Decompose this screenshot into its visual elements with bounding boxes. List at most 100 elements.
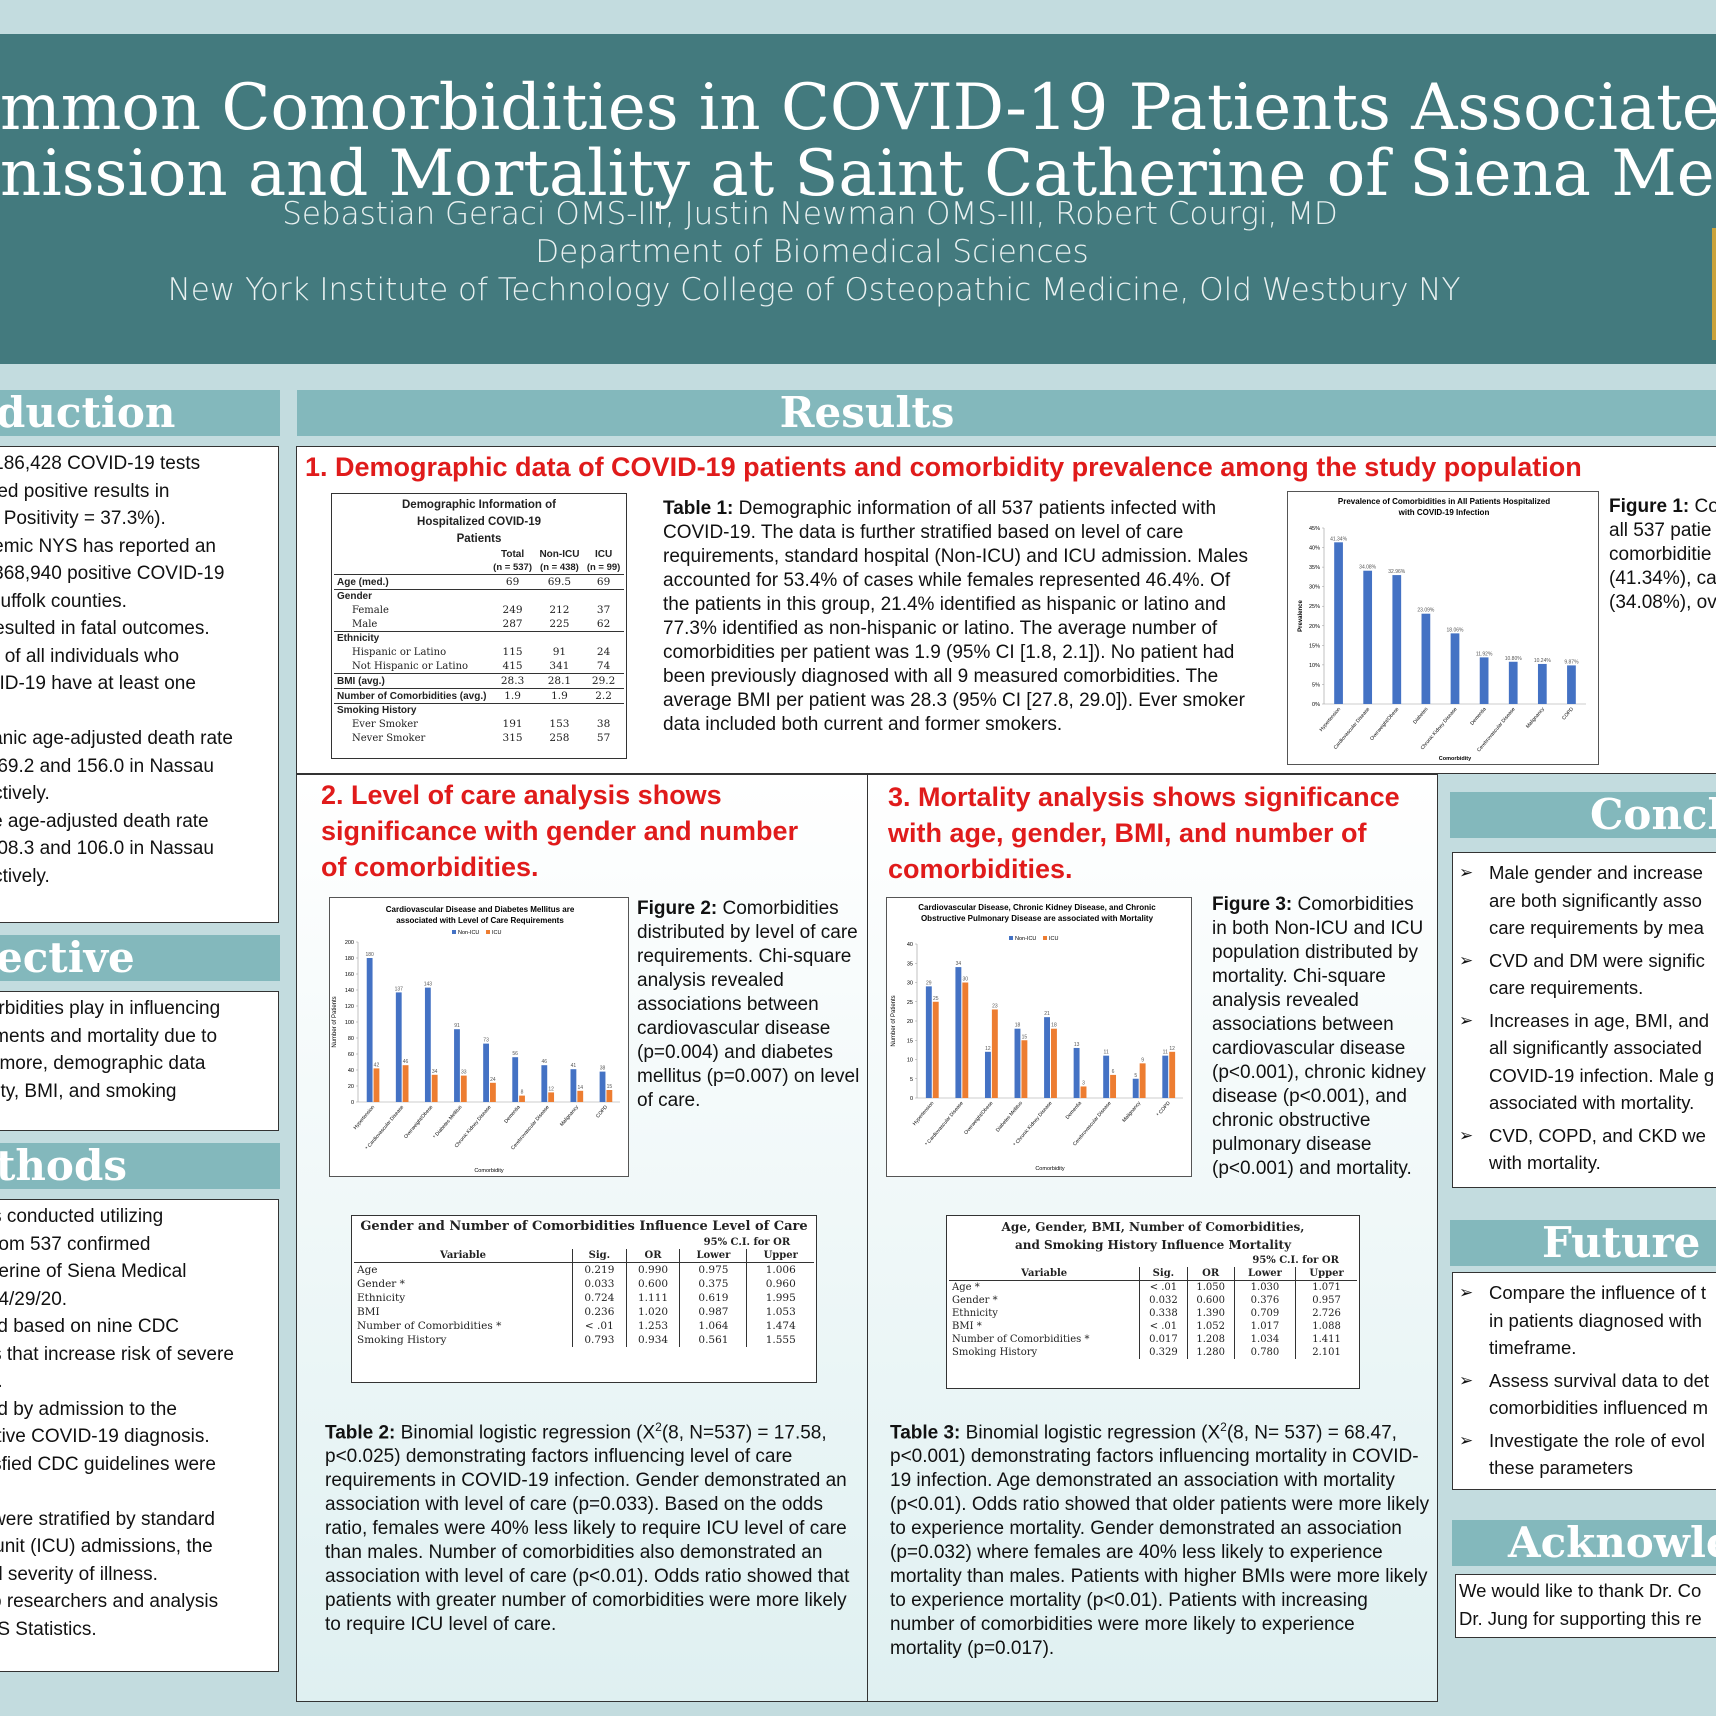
table-cell: 1.017: [1233, 1320, 1296, 1333]
text-line: 7% of all individuals who: [0, 645, 180, 667]
y-tick-label: 25: [907, 1000, 913, 1006]
table-2-caption-a: Binomial logistic regression (X: [400, 1422, 656, 1444]
x-axis-label: Comorbidity: [1035, 1166, 1065, 1172]
data-label: 12: [1169, 1046, 1175, 1052]
figure-3-chart: Cardiovascular Disease, Chronic Kidney D…: [891, 903, 1183, 1172]
table-3-title-1: Age, Gender, BMI, Number of Comorbiditie…: [1001, 1220, 1305, 1234]
text-line: OVID-19 have at least one: [0, 673, 196, 694]
text-line: nd 4/29/20.: [0, 1288, 68, 1310]
bullet-line: Assess survival data to det: [1489, 1369, 1710, 1391]
bar: [1139, 1063, 1146, 1098]
y-tick-label: 5: [910, 1077, 913, 1083]
table-1-row: Smoking History: [334, 703, 624, 718]
text-line: atisfied CDC guidelines were: [0, 1453, 216, 1475]
table-1-row-label: Not Hispanic or Latino: [352, 660, 469, 672]
x-tick-label: COPD: [595, 1104, 609, 1119]
table-1-cell: [536, 704, 583, 718]
bar: [454, 1029, 460, 1102]
figure-1-caption-line: (41.34%), ca: [1609, 568, 1716, 589]
data-label: 6: [1112, 1069, 1115, 1075]
figure-3-caption-text: Comorbidities in both Non-ICU and ICU po…: [1212, 894, 1426, 1179]
y-tick-label: 15: [907, 1038, 913, 1044]
table-row: Gender * 0.033 0.600 0.375 0.960: [354, 1277, 814, 1291]
y-tick-label: 45%: [1309, 526, 1320, 532]
bar: [1567, 665, 1576, 704]
figure-2-caption: Figure 2: Comorbidities distributed by l…: [637, 897, 863, 1113]
column-header: Lower: [1233, 1267, 1296, 1281]
text-line: ndemic NYS has reported an: [0, 535, 216, 557]
table-cell: 0.561: [679, 1333, 747, 1347]
figure-1-chart: Prevalence of Comorbidities in All Patie…: [1298, 497, 1586, 762]
y-tick-label: 180: [345, 956, 354, 962]
bullet-line: comorbidities influenced m: [1489, 1397, 1709, 1418]
y-tick-label: 5%: [1312, 682, 1320, 688]
table-1-cell: [536, 632, 583, 646]
bar: [541, 1065, 548, 1102]
y-tick-label: 25%: [1309, 604, 1320, 610]
data-label: 29: [926, 980, 932, 986]
table-cell: 0.219: [572, 1262, 627, 1277]
text-line: d Suffolk counties.: [0, 590, 127, 612]
objective-box: morbidities play in influencing irements …: [0, 991, 279, 1131]
figure-1-caption-line: comorbiditie: [1609, 544, 1712, 565]
table-3-grid: 95% C.I. for OR Variable Sig. OR Lower Upper A…: [949, 1254, 1357, 1359]
table-3-caption: Table 3: Binomial logistic regression (X…: [890, 1415, 1430, 1661]
bullet-line: Investigate the role of evol: [1489, 1429, 1705, 1451]
table-3-caption-b: (8, N= 537) = 68.47, p<0.001) demonstrat…: [890, 1422, 1430, 1660]
table-cell: Age *: [952, 1282, 980, 1293]
figure-1-caption-line: all 537 patie: [1609, 520, 1712, 541]
column-header: OR: [625, 1249, 680, 1263]
table-1-row: Never Smoker 315 258 57: [334, 731, 624, 745]
table-cell: BMI *: [952, 1321, 982, 1332]
table-1-row: Female 249 212 37: [334, 603, 624, 617]
bar: [1132, 1078, 1139, 1098]
table-cell: 0.987: [679, 1305, 747, 1319]
text-line: ts were stratified by standard: [0, 1508, 215, 1530]
text-line: atherine of Siena Medical: [0, 1261, 187, 1282]
bar: [1537, 663, 1547, 704]
bullet-line: CVD and DM were signific: [1489, 949, 1705, 971]
text-line: two researchers and analysis: [0, 1591, 219, 1612]
table-2-caption: Table 2: Binomial logistic regression (X…: [325, 1415, 855, 1637]
acknowledgements-text: We would like to thank Dr. Co Dr. Jung fo…: [1459, 1577, 1716, 1632]
objective-title: ective: [0, 935, 135, 981]
bar: [483, 1043, 489, 1102]
table-cell: 0.975: [679, 1262, 747, 1277]
y-tick-label: 35%: [1309, 565, 1320, 571]
y-tick-label: 120: [345, 1004, 354, 1010]
text-line: pectively.: [0, 783, 50, 804]
y-tick-label: 30%: [1309, 585, 1320, 591]
x-tick-label: Dementia: [1469, 706, 1487, 726]
bar: [962, 982, 969, 1098]
results-header: Results: [297, 390, 1716, 436]
text-line: s 108.3 and 106.0 in Nassau: [0, 838, 214, 859]
data-label: 30: [963, 977, 969, 983]
data-label: 91: [454, 1023, 460, 1029]
table-1-row: BMI (avg.) 28.3 28.1 29.2: [334, 673, 624, 689]
table-cell: 0.709: [1233, 1307, 1296, 1320]
table-cell: < .01: [572, 1319, 627, 1333]
table-1-cell: 2.2: [595, 690, 612, 702]
institution: New York Institute of Technology College…: [167, 272, 1461, 308]
table-1-cell: 287: [502, 618, 523, 630]
table-2: Gender and Number of Comorbidities Influ…: [351, 1215, 817, 1383]
table-cell: 1.390: [1186, 1307, 1235, 1320]
bar: [1021, 1040, 1028, 1098]
table-1-cell: 1.9: [504, 690, 521, 702]
future-bullets: Compare the influence of t in patients di…: [1459, 1279, 1716, 1487]
data-label: 46: [542, 1059, 548, 1065]
data-label: 21: [1044, 1011, 1050, 1017]
bullet-line: timeframe.: [1489, 1337, 1577, 1358]
table-cell: 1.052: [1186, 1320, 1235, 1333]
table-1-row-label: Gender: [337, 591, 373, 602]
data-label: 10.80%: [1505, 656, 1523, 662]
table-1-row-label: Age (med.): [337, 576, 389, 588]
table-row: Ethnicity 0.338 1.390 0.709 2.726: [949, 1307, 1357, 1320]
table-row: Number of Comorbidities * < .01 1.253 1.064…: [354, 1319, 814, 1333]
table-1-cell: 69.5: [547, 576, 572, 588]
table-1-row: Gender: [334, 589, 624, 604]
x-tick-label: * Diabetes Mellitus: [432, 1104, 464, 1140]
result-2-heading: 2. Level of care analysis shows signific…: [321, 780, 799, 882]
bar: [1044, 1017, 1050, 1098]
data-label: 41: [571, 1063, 577, 1069]
